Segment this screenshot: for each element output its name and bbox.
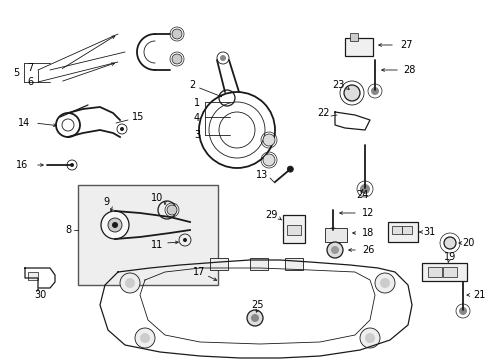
Bar — [285, 258, 303, 270]
Circle shape — [343, 85, 359, 101]
Text: 14: 14 — [18, 118, 30, 128]
Circle shape — [70, 163, 74, 167]
Circle shape — [101, 211, 129, 239]
Text: 26: 26 — [361, 245, 374, 255]
Circle shape — [108, 218, 122, 232]
Text: 29: 29 — [265, 210, 278, 220]
Bar — [427, 267, 441, 277]
Bar — [78, 185, 218, 285]
Text: 4: 4 — [193, 113, 200, 123]
Text: 20: 20 — [461, 238, 473, 248]
Text: 7: 7 — [27, 63, 33, 73]
Text: 27: 27 — [399, 40, 412, 50]
Circle shape — [172, 54, 182, 64]
Text: 6: 6 — [27, 77, 33, 87]
Bar — [387, 222, 417, 242]
Text: 23: 23 — [332, 80, 345, 90]
Circle shape — [263, 154, 274, 166]
Circle shape — [370, 87, 378, 95]
Bar — [249, 258, 267, 270]
Text: 16: 16 — [16, 160, 28, 170]
Text: 19: 19 — [443, 252, 455, 262]
Bar — [283, 215, 305, 243]
Bar — [442, 267, 456, 277]
Text: 9: 9 — [103, 197, 110, 207]
Text: 21: 21 — [472, 290, 485, 300]
Bar — [345, 38, 372, 56]
Circle shape — [135, 328, 155, 348]
Text: 30: 30 — [34, 290, 46, 300]
Text: 17: 17 — [192, 267, 204, 277]
Circle shape — [246, 310, 263, 326]
Text: 1: 1 — [193, 98, 200, 108]
Text: 28: 28 — [402, 65, 414, 75]
Text: 8: 8 — [66, 225, 72, 235]
Text: 18: 18 — [361, 228, 373, 238]
Circle shape — [359, 328, 379, 348]
Bar — [325, 228, 346, 242]
Circle shape — [183, 238, 186, 242]
Text: 25: 25 — [251, 300, 264, 310]
Text: 11: 11 — [150, 240, 163, 250]
Text: 22: 22 — [317, 108, 329, 118]
Bar — [421, 263, 466, 281]
Circle shape — [158, 201, 176, 219]
Circle shape — [443, 237, 455, 249]
Bar — [209, 258, 227, 270]
Circle shape — [220, 55, 225, 61]
Circle shape — [330, 246, 338, 254]
Text: 2: 2 — [189, 80, 196, 90]
Circle shape — [379, 278, 389, 288]
Circle shape — [120, 273, 140, 293]
Circle shape — [326, 242, 342, 258]
Circle shape — [263, 134, 274, 146]
Circle shape — [120, 127, 124, 131]
Bar — [401, 226, 411, 234]
Text: 12: 12 — [361, 208, 374, 218]
Circle shape — [374, 273, 394, 293]
Circle shape — [140, 333, 150, 343]
Text: 13: 13 — [255, 170, 267, 180]
Circle shape — [328, 227, 336, 235]
Bar — [391, 226, 401, 234]
Circle shape — [287, 166, 293, 172]
Bar — [28, 272, 38, 280]
Bar — [286, 225, 301, 235]
Circle shape — [172, 29, 182, 39]
Circle shape — [359, 184, 369, 194]
Bar — [349, 33, 357, 41]
Circle shape — [167, 205, 177, 215]
Circle shape — [250, 314, 259, 322]
Text: 24: 24 — [355, 190, 367, 200]
Circle shape — [364, 333, 374, 343]
Text: 5: 5 — [13, 68, 19, 78]
Text: 31: 31 — [422, 227, 434, 237]
Text: 10: 10 — [150, 193, 163, 203]
Circle shape — [112, 222, 118, 228]
Circle shape — [125, 278, 135, 288]
Text: 15: 15 — [132, 112, 144, 122]
Text: 3: 3 — [193, 130, 200, 140]
Circle shape — [458, 307, 466, 315]
